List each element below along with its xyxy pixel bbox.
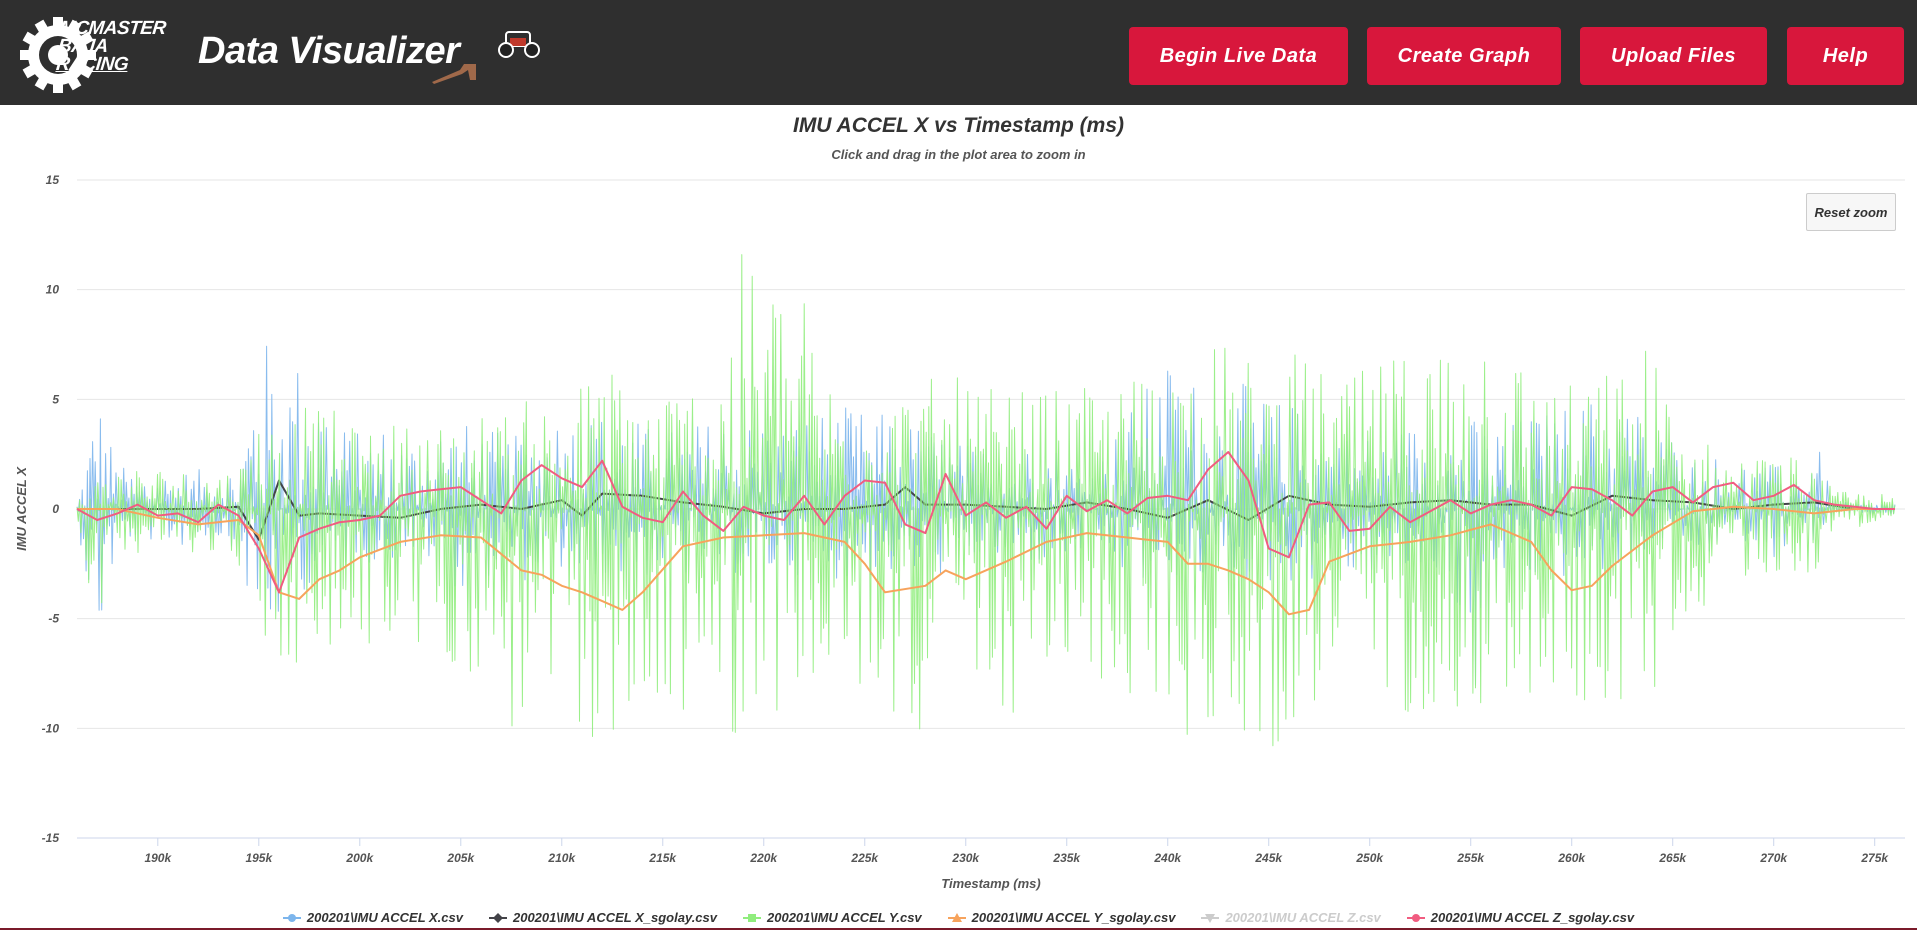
series-line-imu-accel-y xyxy=(76,254,1896,747)
legend-label: 200201\IMU ACCEL Y_sgolay.csv xyxy=(971,910,1176,925)
legend-item[interactable]: 200201\IMU ACCEL Z_sgolay.csv xyxy=(1406,910,1635,925)
x-tick-label: 255k xyxy=(1456,851,1485,865)
series-line-imu-accel-y-sgolay xyxy=(77,505,1895,616)
x-tick-label: 220k xyxy=(749,851,778,865)
chart-title: IMU ACCEL X vs Timestamp (ms) xyxy=(792,114,1125,137)
upload-files-button[interactable]: Upload Files xyxy=(1580,27,1767,85)
app-title: Data Visualizer xyxy=(198,30,460,72)
legend-symbol xyxy=(947,912,966,922)
chart-legend: 200201\IMU ACCEL X.csv 200201\IMU ACCEL X… xyxy=(0,910,1917,925)
begin-live-data-button[interactable]: Begin Live Data xyxy=(1129,27,1348,85)
series-line-imu-accel-z-sgolay xyxy=(76,451,1895,594)
y-tick-label: -10 xyxy=(42,721,60,735)
legend-label: 200201\IMU ACCEL X_sgolay.csv xyxy=(512,910,717,925)
x-tick-label: 235k xyxy=(1052,851,1081,865)
x-tick-label: 200k xyxy=(345,851,374,865)
top-navbar: MCMASTER BAJA RACING Data Visualizer Beg… xyxy=(0,0,1917,105)
legend-symbol xyxy=(1201,913,1220,923)
x-axis-title: Timestamp (ms) xyxy=(941,876,1040,891)
legend-label: 200201\IMU ACCEL Y.csv xyxy=(767,910,922,925)
logo-line-3: RACING xyxy=(55,54,130,75)
legend-symbol xyxy=(743,913,761,922)
legend-item[interactable]: 200201\IMU ACCEL X_sgolay.csv xyxy=(488,910,717,925)
logo-text: MCMASTER BAJA RACING xyxy=(55,18,167,75)
x-tick-label: 210k xyxy=(547,851,576,865)
chart-plot[interactable]: -15 -10 -5 0 5 10 15 190k 195k 200k 205k 210k 215k 22… xyxy=(0,105,1917,930)
chart-subtitle: Click and drag in the plot area to zoom … xyxy=(831,147,1086,162)
y-axis-title: IMU ACCEL X xyxy=(14,466,29,551)
help-button[interactable]: Help xyxy=(1787,27,1904,85)
gear-logo-icon[interactable] xyxy=(18,14,178,96)
create-graph-button[interactable]: Create Graph xyxy=(1367,27,1561,85)
x-tick-label: 245k xyxy=(1254,851,1283,865)
footer-divider xyxy=(0,928,1917,930)
legend-label: 200201\IMU ACCEL Z_sgolay.csv xyxy=(1430,910,1635,925)
ramp-icon xyxy=(432,64,476,84)
x-tick-label: 195k xyxy=(245,851,273,865)
x-tick-label: 230k xyxy=(951,851,980,865)
y-tick-label: 0 xyxy=(52,502,59,516)
reset-zoom-button[interactable]: Reset zoom xyxy=(1806,193,1896,231)
x-tick-label: 250k xyxy=(1355,851,1384,865)
x-tick-label: 205k xyxy=(446,851,475,865)
x-tick-label: 265k xyxy=(1658,851,1687,865)
legend-item[interactable]: 200201\IMU ACCEL Y_sgolay.csv xyxy=(947,910,1176,925)
y-tick-label: 10 xyxy=(46,283,60,297)
x-tick-label: 190k xyxy=(144,851,172,865)
legend-label: 200201\IMU ACCEL Z.csv xyxy=(1225,910,1381,925)
x-tick-label: 215k xyxy=(648,851,677,865)
legend-item[interactable]: 200201\IMU ACCEL X.csv xyxy=(282,910,463,925)
x-tick-label: 270k xyxy=(1759,851,1788,865)
y-tick-label: -15 xyxy=(42,831,60,845)
x-tick-label: 275k xyxy=(1860,851,1889,865)
legend-symbol xyxy=(282,913,301,922)
y-tick-label: -5 xyxy=(48,612,59,626)
y-tick-label: 5 xyxy=(52,392,59,406)
y-tick-label: 15 xyxy=(46,173,60,187)
chart-container[interactable]: -15 -10 -5 0 5 10 15 190k 195k 200k 205k 210k 215k 22… xyxy=(0,105,1917,930)
buggy-icon xyxy=(498,31,540,58)
legend-item[interactable]: 200201\IMU ACCEL Y.csv xyxy=(743,910,922,925)
legend-label: 200201\IMU ACCEL X.csv xyxy=(306,910,463,925)
x-tick-label: 225k xyxy=(850,851,879,865)
legend-item[interactable]: 200201\IMU ACCEL Z.csv xyxy=(1201,910,1381,925)
legend-symbol xyxy=(488,912,507,923)
legend-symbol xyxy=(1406,913,1425,922)
x-tick-label: 240k xyxy=(1153,851,1182,865)
x-tick-label: 260k xyxy=(1557,851,1586,865)
